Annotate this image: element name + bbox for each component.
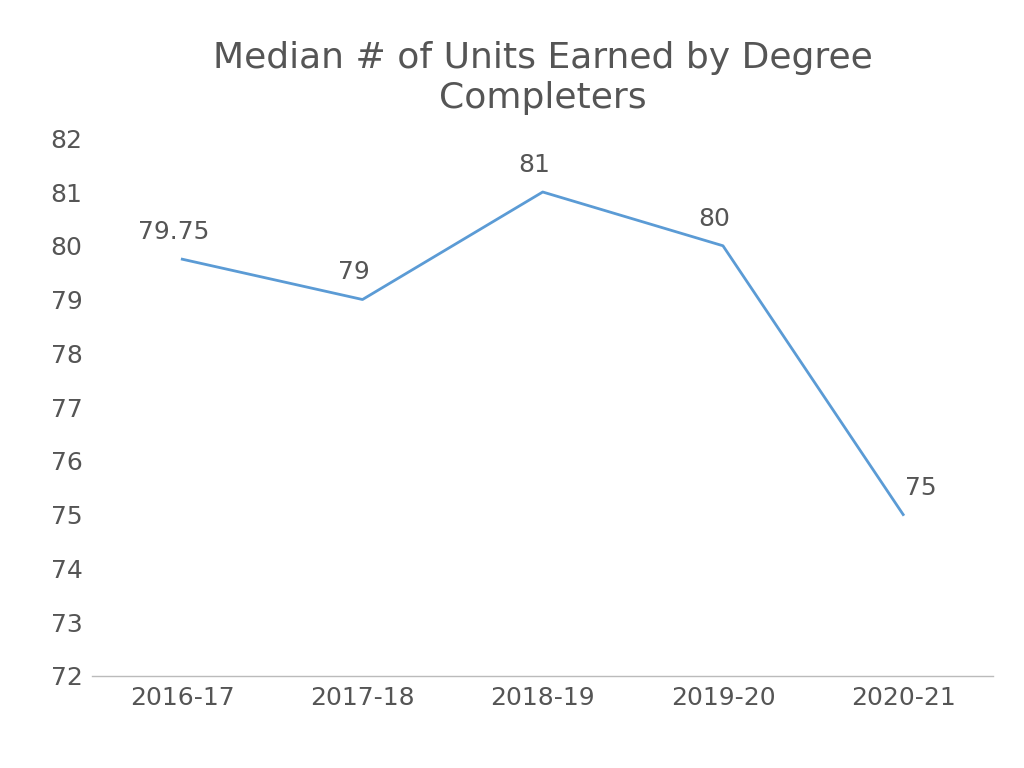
- Text: 79: 79: [338, 260, 370, 284]
- Text: 79.75: 79.75: [137, 220, 209, 244]
- Text: 75: 75: [905, 475, 937, 499]
- Title: Median # of Units Earned by Degree
Completers: Median # of Units Earned by Degree Compl…: [213, 41, 872, 114]
- Text: 81: 81: [518, 153, 550, 177]
- Text: 80: 80: [698, 207, 730, 230]
